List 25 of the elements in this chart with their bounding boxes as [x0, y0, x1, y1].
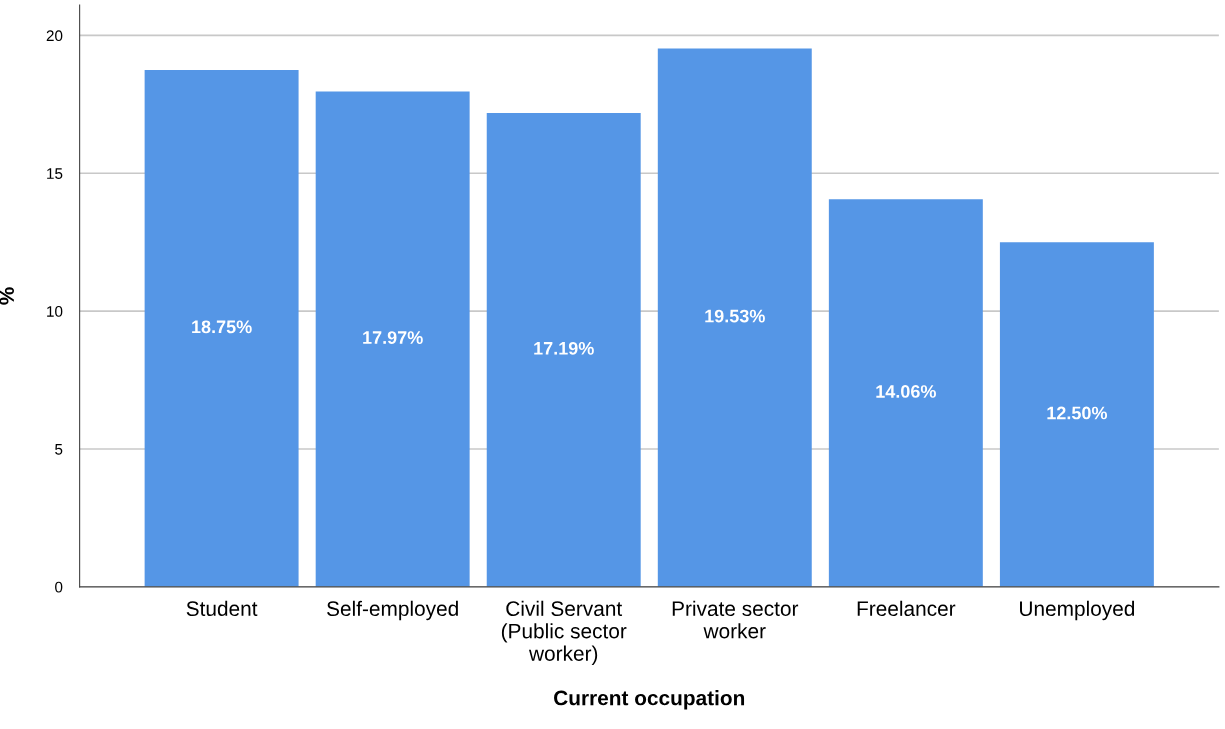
- x-tick-label: Freelancer: [857, 600, 956, 617]
- x-tick-label: Self-employed: [327, 600, 458, 621]
- bar: [315, 91, 470, 587]
- data-label: 19.53%: [705, 309, 765, 323]
- data-label: 18.75%: [192, 320, 252, 334]
- bar: [486, 112, 641, 587]
- bar: [999, 242, 1154, 587]
- y-tick-label: 0: [55, 581, 63, 593]
- bar: [828, 199, 983, 587]
- x-axis-title: Current occupation: [554, 690, 745, 710]
- x-tick-label: Civil Servant (Public sector worker): [501, 600, 627, 666]
- data-label: 12.50%: [1047, 406, 1108, 420]
- data-label: 17.19%: [534, 341, 594, 355]
- y-tick-label: 15: [47, 168, 63, 179]
- bar: [657, 48, 812, 587]
- x-tick-label: Unemployed: [1020, 600, 1135, 621]
- x-tick-label: Student: [186, 600, 258, 617]
- bar: [144, 69, 299, 587]
- y-tick-label: 20: [46, 30, 63, 42]
- y-tick-label: 10: [47, 306, 63, 317]
- data-label: 17.97%: [363, 331, 423, 344]
- data-label: 14.06%: [876, 385, 936, 398]
- x-tick-label: Private sector worker: [672, 600, 799, 639]
- y-axis-title: %: [0, 287, 15, 305]
- y-tick-label: 5: [55, 444, 63, 455]
